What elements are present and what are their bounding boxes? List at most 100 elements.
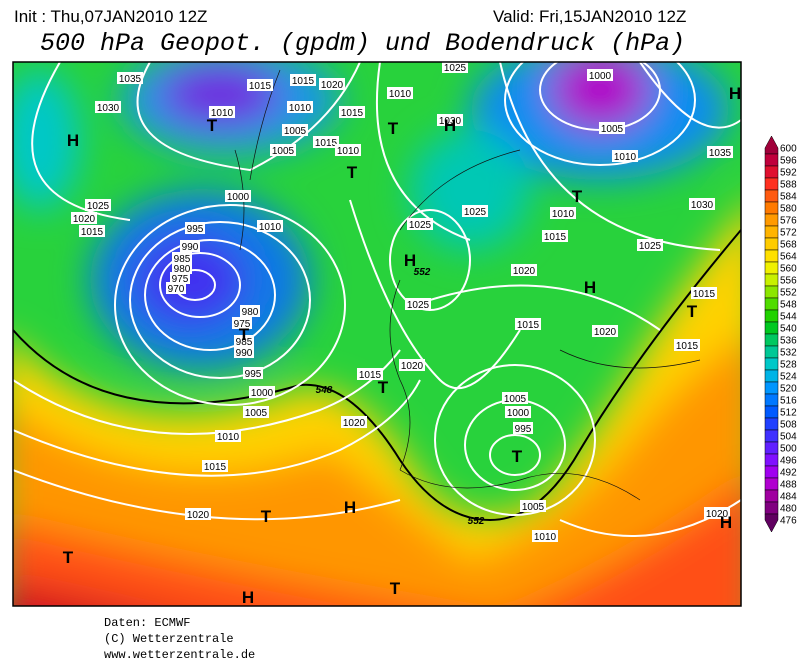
- isobar-label: 1035: [709, 148, 732, 159]
- isobar-label-box: [387, 87, 413, 99]
- map-title: 500 hPa Geopot. (gpdm) und Bodendruck (h…: [40, 29, 685, 58]
- isobar-label-box: [172, 262, 192, 274]
- colorbar-segment: [764, 417, 779, 431]
- pressure-center: H: [242, 588, 254, 607]
- colorbar-tick-label: 532: [780, 348, 797, 359]
- isobar-label-box: [209, 106, 235, 118]
- isobar-label: 1020: [594, 327, 617, 338]
- isobar-label-box: [172, 252, 192, 264]
- isobar-label-box: [202, 460, 228, 472]
- colorbar-segment: [764, 309, 779, 323]
- isobar-label-box: [437, 114, 463, 126]
- isobar-label: 1020: [401, 361, 424, 372]
- isobar-label-box: [85, 199, 111, 211]
- isobar-label: 980: [242, 307, 259, 318]
- isobar-label-box: [185, 508, 211, 520]
- colorbar-tick-label: 556: [780, 276, 797, 287]
- isobar-label: 1010: [614, 152, 637, 163]
- isobar-label-box: [513, 422, 533, 434]
- isobar-label: 1015: [249, 81, 272, 92]
- isobar-label-box: [707, 146, 733, 158]
- isobar-label-box: [515, 318, 541, 330]
- isobar-label: 1010: [337, 146, 360, 157]
- isobar-label-box: [117, 72, 143, 84]
- isobar-label: 1015: [292, 76, 315, 87]
- footer-line: www.wetterzentrale.de: [104, 648, 255, 662]
- isobar-label-box: [511, 264, 537, 276]
- colorbar: 6005965925885845805765725685645605565525…: [764, 135, 797, 533]
- colorbar-tick-label: 564: [780, 252, 797, 263]
- isobar-label-box: [462, 205, 488, 217]
- colorbar-segment: [764, 237, 779, 251]
- isobar-label: 1010: [389, 89, 412, 100]
- isobar-label-box: [357, 368, 383, 380]
- colorbar-segment: [764, 393, 779, 407]
- footer-line: Daten: ECMWF: [104, 616, 190, 630]
- pressure-center: H: [344, 498, 356, 517]
- isobar-label: 1035: [119, 74, 142, 85]
- pressure-center: T: [388, 119, 399, 138]
- isobar-label-box: [243, 406, 269, 418]
- colorbar-tick-label: 520: [780, 384, 797, 395]
- colorbar-segment: [764, 201, 779, 215]
- isobar-label: 1020: [706, 509, 729, 520]
- isobar-label-box: [95, 101, 121, 113]
- isobar-label: 1020: [73, 214, 96, 225]
- colorbar-segment: [764, 381, 779, 395]
- pressure-center: H: [729, 84, 741, 103]
- isobar-label: 1005: [245, 408, 268, 419]
- colorbar-tick-label: 516: [780, 396, 797, 407]
- isobar-label-box: [691, 287, 717, 299]
- height-contour-552: [13, 229, 741, 522]
- isobar-label: 1015: [315, 138, 338, 149]
- isobar-label: 1015: [693, 289, 716, 300]
- colorbar-segment: [764, 333, 779, 347]
- pressure-center: H: [67, 131, 79, 150]
- isobar-label: 1015: [359, 370, 382, 381]
- isobar-label-box: [407, 218, 433, 230]
- height-label: 548: [316, 385, 333, 396]
- colorbar-tick-label: 512: [780, 408, 797, 419]
- valid-time: Valid: Fri,15JAN2010 12Z: [493, 7, 686, 26]
- isobar-label: 1020: [343, 418, 366, 429]
- isobar-label-box: [185, 222, 205, 234]
- isobar-label-box: [674, 339, 700, 351]
- colorbar-tick-label: 524: [780, 372, 797, 383]
- isobar-label-box: [335, 144, 361, 156]
- colorbar-segment: [764, 345, 779, 359]
- pressure-center: T: [572, 187, 583, 206]
- colorbar-tick-label: 508: [780, 420, 797, 431]
- pressure-center: T: [378, 378, 389, 397]
- isobar-label: 975: [172, 274, 189, 285]
- colorbar-tick-label: 584: [780, 192, 797, 203]
- colorbar-segment: [764, 225, 779, 239]
- colorbar-segment: [764, 285, 779, 299]
- colorbar-segment: [764, 297, 779, 311]
- colorbar-tick-label: 496: [780, 456, 797, 467]
- colorbar-tick-label: 484: [780, 492, 797, 503]
- colorbar-tick-label: 528: [780, 360, 797, 371]
- colorbar-segment: [764, 489, 779, 503]
- isobar-label-box: [170, 272, 190, 284]
- isobar-label-box: [215, 430, 241, 442]
- isobar-label-box: [180, 240, 200, 252]
- isobar-label: 1010: [289, 103, 312, 114]
- isobar-label-box: [249, 386, 275, 398]
- isobar-label: 1025: [407, 300, 430, 311]
- isobar-label: 1015: [204, 462, 227, 473]
- colorbar-tick-label: 592: [780, 168, 797, 179]
- isobar-label-box: [225, 190, 251, 202]
- pressure-center: T: [390, 579, 401, 598]
- isobar-label-box: [232, 317, 252, 329]
- pressure-center: T: [239, 325, 250, 344]
- pressure-center: T: [207, 116, 218, 135]
- isobar-label: 1020: [321, 80, 344, 91]
- isobar-label: 995: [187, 224, 204, 235]
- isobar-label-box: [71, 212, 97, 224]
- isobar-label-box: [287, 101, 313, 113]
- isobar-label-box: [399, 359, 425, 371]
- colorbar-segment: [764, 213, 779, 227]
- isobar-label-box: [257, 220, 283, 232]
- pressure-center: H: [404, 251, 416, 270]
